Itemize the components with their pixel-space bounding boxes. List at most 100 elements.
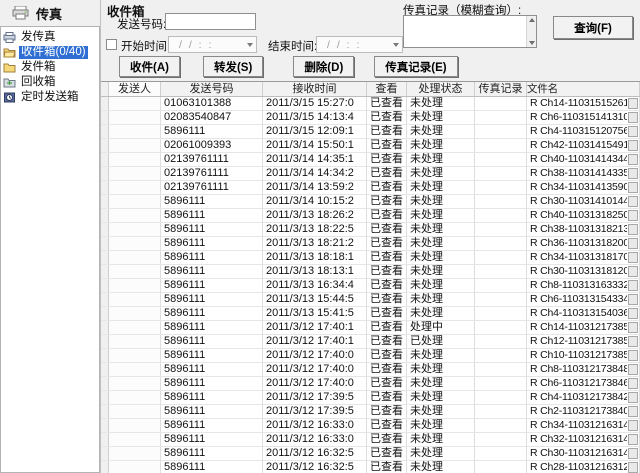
cell-status: 未处理 (407, 377, 475, 390)
file-open-button[interactable] (628, 364, 638, 375)
file-open-button[interactable] (628, 224, 638, 235)
file-open-button[interactable] (628, 462, 638, 473)
column-header-0[interactable]: 发送人 (109, 82, 161, 96)
table-row[interactable]: 02083540847 2011/3/15 14:13:4 已查看 未处理 R Ch6-… (101, 111, 640, 125)
cell-status: 未处理 (407, 363, 475, 376)
file-open-button[interactable] (628, 140, 638, 151)
file-open-button[interactable] (628, 238, 638, 249)
file-open-button[interactable] (628, 322, 638, 333)
table-row[interactable]: 5896111 2011/3/12 17:40:0 已查看 未处理 R Ch8-1103… (101, 363, 640, 377)
file-open-button[interactable] (628, 336, 638, 347)
table-row[interactable]: 5896111 2011/3/13 15:41:5 已查看 未处理 R Ch4-1103… (101, 307, 640, 321)
end-time-picker[interactable]: / / : : (316, 36, 403, 53)
file-open-button[interactable] (628, 308, 638, 319)
table-row[interactable]: 5896111 2011/3/15 12:09:1 已查看 未处理 R Ch4-1103… (101, 125, 640, 139)
column-header-4[interactable]: 处理状态 (407, 82, 475, 96)
send-number-input[interactable] (165, 13, 256, 30)
sidebar-item-label: 收件箱(0/40) (19, 46, 88, 59)
file-open-button[interactable] (628, 266, 638, 277)
start-time-checkbox[interactable] (106, 39, 117, 50)
sidebar-item-1[interactable]: 收件箱(0/40) (1, 45, 99, 60)
column-header-2[interactable]: 接收时间 (263, 82, 367, 96)
file-open-button[interactable] (628, 182, 638, 193)
scroll-down-icon[interactable] (528, 41, 535, 45)
table-row[interactable]: 02139761111 2011/3/14 14:35:1 已查看 未处理 R Ch40… (101, 153, 640, 167)
fax-record-label: 传真记录（模糊查询）: (403, 5, 522, 17)
send-number-label: 发送号码: (117, 19, 167, 31)
cell-record (475, 419, 527, 432)
file-open-button[interactable] (628, 280, 638, 291)
file-open-button[interactable] (628, 350, 638, 361)
cell-viewed: 已查看 (367, 461, 407, 473)
file-open-button[interactable] (628, 196, 638, 207)
table-row[interactable]: 5896111 2011/3/12 16:33:0 已查看 未处理 R Ch34-110… (101, 419, 640, 433)
forward-button[interactable]: 转发(S) (202, 56, 264, 77)
column-header-5[interactable]: 传真记录 (475, 82, 527, 96)
file-open-button[interactable] (628, 420, 638, 431)
file-open-button[interactable] (628, 448, 638, 459)
sidebar-item-2[interactable]: 发件箱 (1, 60, 99, 75)
column-header-3[interactable]: 查看 (367, 82, 407, 96)
cell-time: 2011/3/15 15:27:0 (263, 97, 367, 110)
table-row[interactable]: 5896111 2011/3/13 18:21:2 已查看 未处理 R Ch36-110… (101, 237, 640, 251)
table-row[interactable]: 5896111 2011/3/13 18:13:1 已查看 未处理 R Ch30-110… (101, 265, 640, 279)
file-open-button[interactable] (628, 154, 638, 165)
file-open-button[interactable] (628, 378, 638, 389)
fax-record-button[interactable]: 传真记录(E) (374, 56, 458, 77)
cell-file: R Ch36-11031318200 (527, 237, 640, 250)
start-time-picker[interactable]: / / : : (168, 36, 257, 53)
receive-button[interactable]: 收件(A) (119, 56, 180, 77)
column-header-6[interactable]: 文件名 (527, 82, 640, 96)
table-row[interactable]: 5896111 2011/3/13 15:44:5 已查看 未处理 R Ch6-1103… (101, 293, 640, 307)
column-header-1[interactable]: 发送号码 (161, 82, 263, 96)
cell-file: R Ch34-11031216314 (527, 419, 640, 432)
file-open-button[interactable] (628, 126, 638, 137)
table-row[interactable]: 5896111 2011/3/12 17:39:5 已查看 未处理 R Ch4-1103… (101, 391, 640, 405)
table-row[interactable]: 5896111 2011/3/13 18:22:5 已查看 未处理 R Ch38-110… (101, 223, 640, 237)
table-row[interactable]: 02061009393 2011/3/14 15:50:1 已查看 未处理 R Ch42… (101, 139, 640, 153)
table-row[interactable]: 5896111 2011/3/12 16:32:5 已查看 未处理 R Ch30-110… (101, 447, 640, 461)
table-row[interactable]: 5896111 2011/3/13 18:18:1 已查看 未处理 R Ch34-110… (101, 251, 640, 265)
textarea-scrollbar[interactable] (526, 16, 536, 47)
table-row[interactable]: 02139761111 2011/3/14 14:34:2 已查看 未处理 R Ch38… (101, 167, 640, 181)
table-row[interactable]: 5896111 2011/3/12 17:39:5 已查看 未处理 R Ch2-1103… (101, 405, 640, 419)
table-row[interactable]: 5896111 2011/3/12 16:32:5 已查看 未处理 R Ch28-110… (101, 461, 640, 473)
file-open-button[interactable] (628, 98, 638, 109)
table-row[interactable]: 5896111 2011/3/12 17:40:1 已查看 处理中 R Ch14-110… (101, 321, 640, 335)
cell-viewed: 已查看 (367, 321, 407, 334)
cell-time: 2011/3/13 18:21:2 (263, 237, 367, 250)
table-row[interactable]: 02139761111 2011/3/14 13:59:2 已查看 未处理 R Ch34… (101, 181, 640, 195)
table-row[interactable]: 5896111 2011/3/12 17:40:1 已查看 已处理 R Ch12-110… (101, 335, 640, 349)
file-open-button[interactable] (628, 252, 638, 263)
file-open-button[interactable] (628, 294, 638, 305)
table-row[interactable]: 5896111 2011/3/12 17:40:0 已查看 未处理 R Ch6-1103… (101, 377, 640, 391)
row-selector (101, 237, 109, 250)
cell-viewed: 已查看 (367, 223, 407, 236)
file-open-button[interactable] (628, 112, 638, 123)
row-selector (101, 195, 109, 208)
file-open-button[interactable] (628, 434, 638, 445)
file-open-button[interactable] (628, 406, 638, 417)
file-name-text: R Ch42-11031415491 (530, 139, 627, 151)
table-row[interactable]: 5896111 2011/3/12 16:33:0 已查看 未处理 R Ch32-110… (101, 433, 640, 447)
cell-number: 5896111 (161, 363, 263, 376)
file-open-button[interactable] (628, 168, 638, 179)
table-row[interactable]: 5896111 2011/3/13 18:26:2 已查看 未处理 R Ch40-110… (101, 209, 640, 223)
table-row[interactable]: 5896111 2011/3/14 10:15:2 已查看 未处理 R Ch30-110… (101, 195, 640, 209)
search-button[interactable]: 查询(F) (553, 16, 633, 39)
row-selector (101, 433, 109, 446)
sidebar-item-3[interactable]: 回收箱 (1, 75, 99, 90)
sidebar-item-label: 回收箱 (21, 76, 56, 88)
file-open-button[interactable] (628, 210, 638, 221)
sidebar-item-4[interactable]: 定时发送箱 (1, 90, 99, 105)
table-row[interactable]: 01063101388 2011/3/15 15:27:0 已查看 未处理 R Ch14… (101, 97, 640, 111)
file-open-button[interactable] (628, 392, 638, 403)
cell-time: 2011/3/15 14:13:4 (263, 111, 367, 124)
table-row[interactable]: 5896111 2011/3/13 16:34:4 已查看 未处理 R Ch8-1103… (101, 279, 640, 293)
sidebar-item-0[interactable]: 发传真 (1, 30, 99, 45)
cell-status: 未处理 (407, 349, 475, 362)
delete-button[interactable]: 删除(D) (293, 56, 355, 77)
scroll-up-icon[interactable] (528, 18, 535, 22)
table-row[interactable]: 5896111 2011/3/12 17:40:0 已查看 未处理 R Ch10-110… (101, 349, 640, 363)
fax-record-query-textarea[interactable] (403, 15, 537, 48)
